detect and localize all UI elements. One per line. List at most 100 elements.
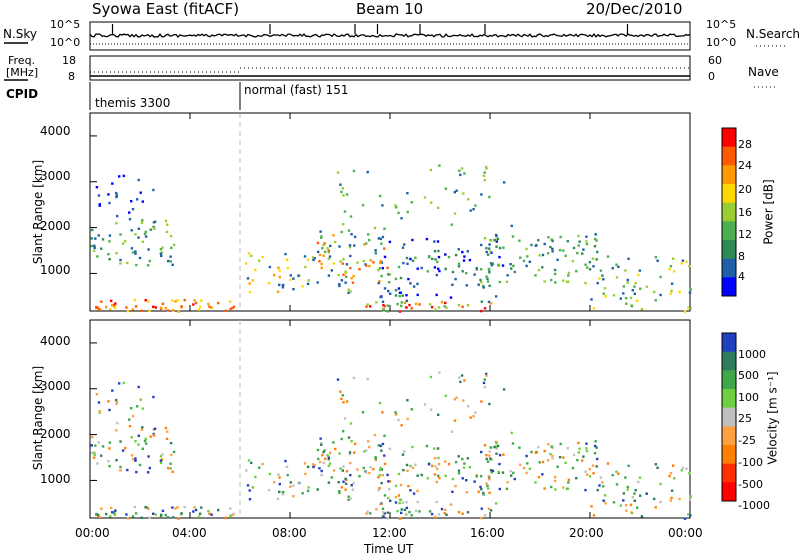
power-echo xyxy=(680,262,683,265)
velocity-echo xyxy=(278,482,281,486)
velocity-echo xyxy=(669,499,672,502)
power-echo xyxy=(486,253,490,256)
power-echo xyxy=(617,265,620,268)
velocity-echo xyxy=(593,444,597,448)
velocity-echo xyxy=(511,442,515,445)
power-echo xyxy=(140,309,143,312)
power-echo xyxy=(353,244,356,247)
power-echo xyxy=(434,258,437,261)
velocity-echo xyxy=(160,513,163,517)
velocity-echo xyxy=(374,457,377,460)
power-echo xyxy=(485,250,488,254)
power-echo xyxy=(398,291,402,294)
power-echo xyxy=(427,256,431,259)
power-echo xyxy=(207,302,210,306)
power-echo xyxy=(564,254,567,257)
power-echo xyxy=(141,240,144,243)
velocity-echo xyxy=(144,506,147,509)
power-echo xyxy=(444,267,447,271)
velocity-echo xyxy=(409,464,412,468)
velocity-echo xyxy=(373,433,377,437)
velocity-echo xyxy=(177,517,180,520)
velocity-echo xyxy=(426,477,429,480)
power-echo xyxy=(144,299,147,302)
velocity-echo xyxy=(622,499,625,502)
velocity-echo xyxy=(437,513,441,516)
power-echo xyxy=(482,174,486,178)
velocity-echo xyxy=(108,447,111,450)
velocity-echo xyxy=(615,470,618,473)
velocity-echo xyxy=(318,460,322,464)
power-echo xyxy=(362,259,365,263)
power-cb-tick: 4 xyxy=(738,270,745,283)
velocity-echo xyxy=(440,507,444,511)
power-echo xyxy=(143,232,147,236)
power-echo xyxy=(410,201,413,204)
power-echo xyxy=(405,306,408,309)
velocity-echo xyxy=(444,474,447,478)
velocity-echo xyxy=(473,480,476,483)
velocity-echo xyxy=(497,470,500,474)
velocity-echo xyxy=(326,454,329,457)
velocity-echo xyxy=(358,475,361,478)
power-echo xyxy=(113,305,116,308)
velocity-echo xyxy=(498,462,501,466)
power-echo xyxy=(254,268,257,272)
power-echo xyxy=(169,255,172,258)
velocity-echo xyxy=(344,477,347,480)
velocity-echo xyxy=(502,453,505,456)
velocity-echo xyxy=(381,474,384,477)
power-echo xyxy=(426,270,429,273)
power-echo xyxy=(670,282,674,285)
power-echo xyxy=(137,236,140,239)
velocity-echo xyxy=(656,466,659,469)
power-echo xyxy=(489,239,493,242)
power-echo xyxy=(90,237,93,240)
power-echo xyxy=(115,195,118,199)
velocity-echo xyxy=(604,502,607,505)
power-echo xyxy=(543,280,546,283)
velocity-echo xyxy=(477,490,480,493)
velocity-echo xyxy=(169,462,172,465)
power-echo xyxy=(98,308,102,311)
power-echo xyxy=(159,252,163,255)
velocity-echo xyxy=(292,495,295,498)
velocity-echo xyxy=(543,487,546,490)
power-echo xyxy=(135,263,138,267)
power-echo xyxy=(603,287,607,290)
velocity-echo xyxy=(518,446,521,449)
power-echo xyxy=(100,300,103,303)
power-echo xyxy=(285,258,289,261)
power-echo xyxy=(154,306,157,309)
velocity-echo xyxy=(147,455,150,458)
power-echo xyxy=(622,292,625,295)
power-echo xyxy=(633,285,636,288)
velocity-echo xyxy=(98,515,102,518)
velocity-echo xyxy=(615,483,619,486)
velocity-echo xyxy=(458,376,461,379)
power-echo xyxy=(332,234,335,237)
velocity-echo xyxy=(153,427,157,430)
power-echo xyxy=(498,280,501,284)
power-echo xyxy=(460,167,464,170)
velocity-echo xyxy=(489,469,493,472)
velocity-echo xyxy=(340,437,343,441)
power-echo xyxy=(436,260,439,264)
velocity-echo xyxy=(645,492,648,495)
power-echo xyxy=(131,208,135,211)
power-echo xyxy=(174,300,177,303)
velocity-echo xyxy=(467,405,470,408)
velocity-echo xyxy=(479,475,483,478)
velocity-echo xyxy=(377,488,380,492)
velocity-echo xyxy=(489,457,492,460)
power-echo xyxy=(433,266,437,269)
velocity-echo xyxy=(352,481,355,485)
velocity-echo xyxy=(397,418,400,422)
power-echo xyxy=(377,237,380,240)
power-echo xyxy=(673,270,676,273)
velocity-echo xyxy=(463,379,466,382)
power-echo xyxy=(224,309,227,313)
power-echo xyxy=(342,194,345,197)
velocity-echo xyxy=(232,512,236,516)
power-echo xyxy=(405,299,408,303)
